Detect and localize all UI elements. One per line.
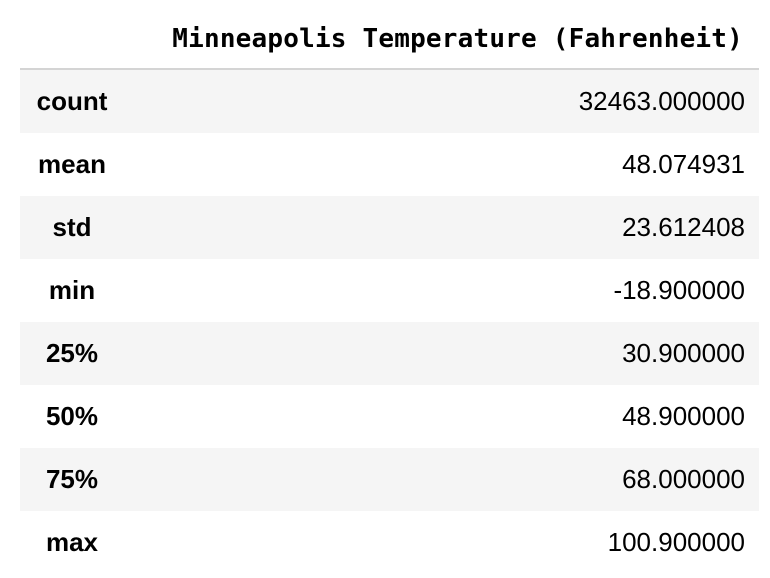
table-row-75pct: 75% 68.000000: [20, 448, 759, 511]
table-header: Minneapolis Temperature (Fahrenheit): [20, 10, 759, 70]
column-header: Minneapolis Temperature (Fahrenheit): [172, 24, 743, 54]
row-value: 23.612408: [622, 212, 745, 242]
row-label: count: [36, 86, 108, 116]
row-label: 50%: [45, 401, 99, 431]
table-row-min: min -18.900000: [20, 259, 759, 322]
table-row-std: std 23.612408: [20, 196, 759, 259]
row-label: std: [52, 212, 92, 242]
row-value: 48.074931: [622, 149, 745, 179]
row-value: 48.900000: [622, 401, 745, 431]
row-value: -18.900000: [613, 275, 745, 305]
table-row-max: max 100.900000: [20, 511, 759, 574]
table-row-50pct: 50% 48.900000: [20, 385, 759, 448]
table-row-count: count 32463.000000: [20, 70, 759, 133]
row-label: max: [45, 527, 99, 557]
row-value: 68.000000: [622, 464, 745, 494]
row-label: 75%: [45, 464, 99, 494]
row-value: 30.900000: [622, 338, 745, 368]
table-row-mean: mean 48.074931: [20, 133, 759, 196]
row-label: mean: [38, 149, 106, 179]
table-row-25pct: 25% 30.900000: [20, 322, 759, 385]
row-label: min: [48, 275, 96, 305]
row-value: 32463.000000: [578, 86, 745, 116]
describe-table: Minneapolis Temperature (Fahrenheit) cou…: [20, 10, 759, 574]
row-label: 25%: [45, 338, 99, 368]
row-value: 100.900000: [607, 527, 745, 557]
